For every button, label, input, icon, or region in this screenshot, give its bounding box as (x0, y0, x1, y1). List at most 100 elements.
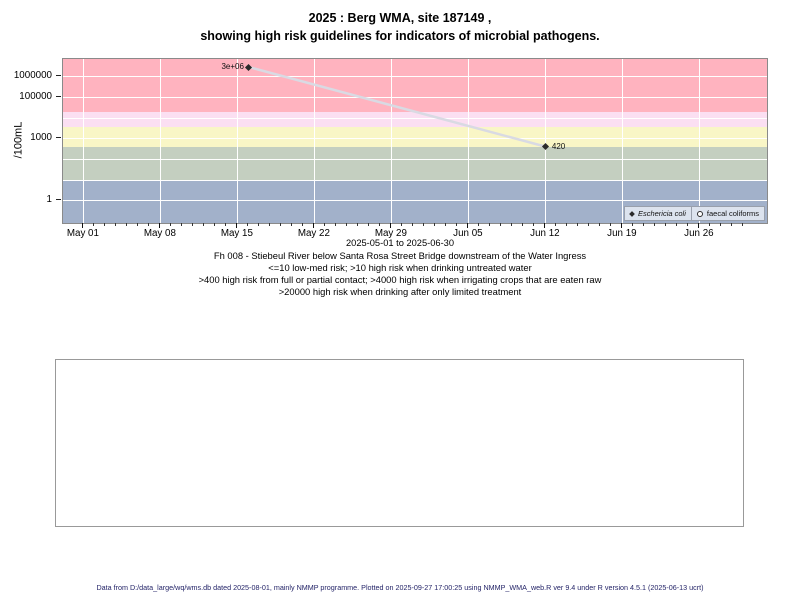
x-tick-label: May 29 (374, 228, 407, 239)
y-gridline (63, 138, 767, 140)
x-major-tick (313, 223, 315, 228)
x-gridline (699, 59, 701, 223)
x-minor-tick (280, 223, 282, 226)
x-tick-label: May 08 (143, 228, 176, 239)
y-gridline (63, 117, 767, 119)
x-tick-label: Jun 12 (530, 228, 560, 239)
x-minor-tick (137, 223, 139, 226)
x-major-tick (159, 223, 161, 228)
legend-label: faecal coliforms (706, 209, 759, 218)
x-major-tick (236, 223, 238, 228)
y-gridline (63, 179, 767, 181)
x-tick-label: Jun 05 (453, 228, 483, 239)
x-tick-label: May 01 (66, 228, 99, 239)
x-minor-tick (291, 223, 293, 226)
chart-legend: Eschericia coli faecal coliforms (623, 206, 765, 221)
caption-site: Fh 008 - Stiebeul River below Santa Rosa… (213, 250, 587, 261)
x-minor-tick (643, 223, 645, 226)
x-minor-tick (170, 223, 172, 226)
x-major-tick (390, 223, 392, 228)
open-circle-icon (696, 210, 703, 217)
x-minor-tick (665, 223, 667, 226)
y-gridline (63, 159, 767, 161)
x-minor-tick (412, 223, 414, 226)
x-minor-tick (423, 223, 425, 226)
chart-title-line2: showing high risk guidelines for indicat… (200, 29, 600, 43)
x-minor-tick (247, 223, 249, 226)
x-tick-label: Jun 19 (607, 228, 637, 239)
x-minor-tick (126, 223, 128, 226)
x-minor-tick (324, 223, 326, 226)
x-minor-tick (192, 223, 194, 226)
y-tick-mark (56, 199, 61, 201)
x-minor-tick (511, 223, 513, 226)
y-tick-label: 1000000 (13, 69, 52, 81)
y-tick-label: 100000 (19, 90, 52, 102)
x-minor-tick (555, 223, 557, 226)
y-tick-mark (56, 96, 61, 98)
x-minor-tick (269, 223, 271, 226)
x-minor-tick (489, 223, 491, 226)
x-minor-tick (720, 223, 722, 226)
y-tick-label: 1000 (30, 131, 52, 143)
x-tick-label: May 22 (297, 228, 330, 239)
x-axis-range-label: 2025-05-01 to 2025-06-30 (345, 238, 455, 248)
y-tick-mark (56, 137, 61, 139)
x-minor-tick (335, 223, 337, 226)
x-minor-tick (148, 223, 150, 226)
risk-band (63, 126, 767, 148)
y-tick-mark (56, 75, 61, 77)
x-minor-tick (687, 223, 689, 226)
legend-label: Eschericia coli (637, 209, 686, 218)
plot-box: 3e+06 420 Eschericia coli faecal coliforms (62, 58, 768, 224)
x-minor-tick (357, 223, 359, 226)
x-major-tick (467, 223, 469, 228)
x-axis-ticks: May 01 May 08 May 15 May 22 May 29 Jun 05 Jun … (62, 223, 766, 251)
x-gridline (237, 59, 239, 223)
x-minor-tick (522, 223, 524, 226)
x-major-tick (82, 223, 84, 228)
risk-band (63, 112, 767, 127)
x-tick-label: May 15 (220, 228, 253, 239)
x-major-tick (698, 223, 700, 228)
empty-panel (55, 359, 744, 527)
y-axis-ticks: 1000000 100000 1000 1 (0, 58, 62, 222)
x-minor-tick (742, 223, 744, 226)
x-minor-tick (478, 223, 480, 226)
x-gridline (545, 59, 547, 223)
y-gridline (63, 200, 767, 202)
x-gridline (83, 59, 85, 223)
x-tick-label: Jun 26 (684, 228, 714, 239)
x-minor-tick (225, 223, 227, 226)
x-minor-tick (214, 223, 216, 226)
x-gridline (391, 59, 393, 223)
x-minor-tick (115, 223, 117, 226)
x-minor-tick (434, 223, 436, 226)
series-line (248, 65, 547, 148)
risk-band (63, 147, 767, 181)
footer-note: Data from D:/data_large/wq/wms.db dated … (96, 583, 704, 592)
x-minor-tick (445, 223, 447, 226)
x-minor-tick (599, 223, 601, 226)
x-minor-tick (676, 223, 678, 226)
x-major-tick (621, 223, 623, 228)
caption-guideline-1: <=10 low-med risk; >10 high risk when dr… (268, 262, 532, 273)
caption-guideline-2: >400 high risk from full or partial cont… (198, 274, 602, 285)
x-minor-tick (104, 223, 106, 226)
legend-entry: Eschericia coli (623, 206, 692, 221)
y-tick-label: 1 (46, 193, 52, 205)
caption-block: Fh 008 - Stiebeul River below Santa Rosa… (0, 250, 800, 298)
x-minor-tick (500, 223, 502, 226)
x-gridline (314, 59, 316, 223)
x-minor-tick (632, 223, 634, 226)
x-gridline (160, 59, 162, 223)
filled-diamond-icon (629, 210, 635, 217)
x-minor-tick (566, 223, 568, 226)
y-gridline (63, 76, 767, 78)
caption-guideline-3: >20000 high risk when drinking after onl… (278, 286, 522, 297)
x-gridline (468, 59, 470, 223)
x-minor-tick (577, 223, 579, 226)
x-minor-tick (258, 223, 260, 226)
x-gridline (622, 59, 624, 223)
